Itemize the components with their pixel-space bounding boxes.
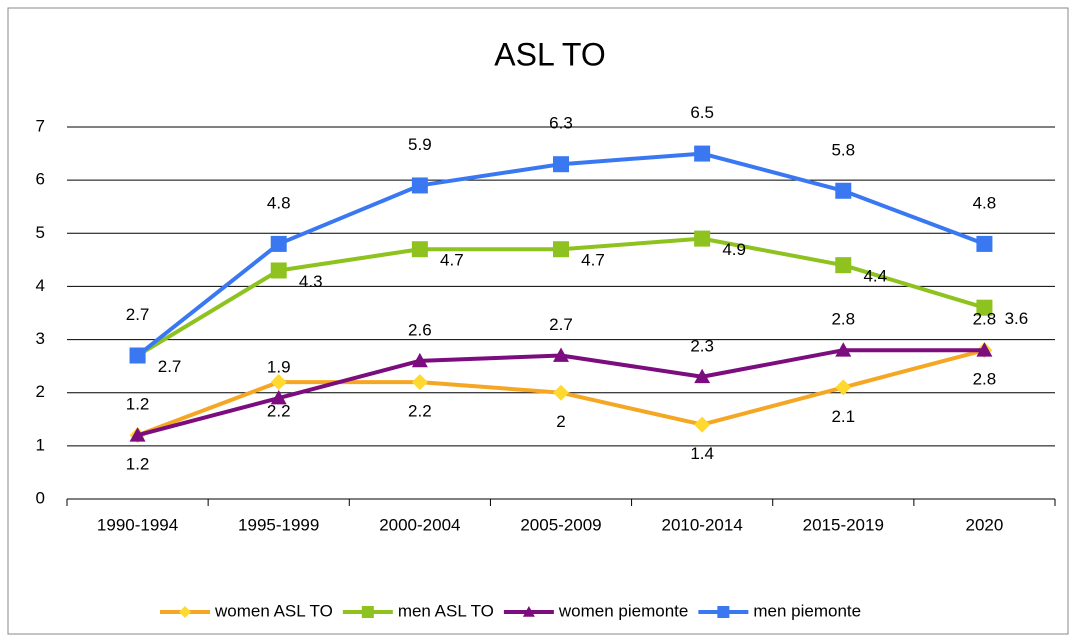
data-label: 4.8 xyxy=(267,193,291,212)
marker xyxy=(694,230,711,247)
x-tick-label: 2020 xyxy=(966,515,1004,534)
y-tick-label: 6 xyxy=(36,170,45,189)
data-label: 2.2 xyxy=(408,402,432,421)
marker xyxy=(976,342,993,357)
marker xyxy=(717,606,730,618)
y-tick-label: 0 xyxy=(36,488,45,507)
legend-label: women ASL TO xyxy=(214,601,333,620)
marker xyxy=(835,257,852,274)
marker xyxy=(270,262,287,279)
data-label: 2.7 xyxy=(549,315,573,334)
y-tick-label: 3 xyxy=(36,329,45,348)
y-tick-label: 4 xyxy=(36,276,45,295)
marker xyxy=(522,606,535,617)
marker xyxy=(694,368,711,384)
data-label: 4.9 xyxy=(722,240,746,259)
data-label: 6.3 xyxy=(549,114,573,133)
marker xyxy=(553,384,569,401)
chart-frame xyxy=(7,7,1069,635)
data-label: 5.8 xyxy=(831,140,855,159)
legend-label: women piemonte xyxy=(558,601,688,620)
marker xyxy=(411,177,428,194)
data-label: 1.4 xyxy=(690,444,714,463)
chart-title: ASL TO xyxy=(494,36,605,72)
marker xyxy=(835,342,852,357)
marker xyxy=(694,145,711,162)
data-label: 3.6 xyxy=(1005,309,1029,328)
data-label: 1.2 xyxy=(126,455,150,474)
marker xyxy=(411,352,428,368)
data-label: 4.3 xyxy=(299,272,323,291)
marker xyxy=(553,156,569,173)
marker xyxy=(976,299,993,316)
x-tick-label: 2015-2019 xyxy=(803,515,884,534)
x-tick-label: 2005-2009 xyxy=(520,515,601,534)
marker xyxy=(411,374,428,391)
y-tick-label: 7 xyxy=(36,116,45,135)
data-label: 1.2 xyxy=(126,395,150,414)
data-label: 5.9 xyxy=(408,135,432,154)
marker xyxy=(129,347,146,364)
data-label: 4.7 xyxy=(440,251,464,270)
marker xyxy=(553,241,569,258)
marker xyxy=(270,390,287,405)
data-label: 2 xyxy=(556,412,565,431)
marker xyxy=(179,606,191,618)
data-label: 4.4 xyxy=(863,267,887,286)
data-label: 2.7 xyxy=(158,357,182,376)
data-label: 6.5 xyxy=(690,103,714,122)
marker xyxy=(361,606,374,618)
legend-label: men piemonte xyxy=(753,601,861,620)
data-label: 2.8 xyxy=(831,310,855,329)
x-tick-label: 1995-1999 xyxy=(238,515,319,534)
data-label: 2.2 xyxy=(267,402,291,421)
marker xyxy=(835,379,852,396)
data-label: 2.3 xyxy=(690,336,714,355)
x-tick-label: 2000-2004 xyxy=(379,515,460,534)
y-tick-label: 5 xyxy=(36,223,45,242)
data-label: 2.1 xyxy=(831,407,855,426)
marker xyxy=(411,241,428,258)
y-tick-label: 1 xyxy=(36,435,45,454)
data-label: 2.8 xyxy=(973,370,997,389)
data-label: 2.8 xyxy=(973,310,997,329)
marker xyxy=(129,427,146,442)
marker xyxy=(270,235,287,252)
marker xyxy=(976,235,993,252)
marker xyxy=(553,347,569,362)
x-tick-label: 1990-1994 xyxy=(97,515,178,534)
data-label: 2.6 xyxy=(408,320,432,339)
y-tick-label: 2 xyxy=(36,382,45,401)
legend-label: men ASL TO xyxy=(398,601,494,620)
data-label: 1.9 xyxy=(267,358,291,377)
data-label: 2.7 xyxy=(126,305,150,324)
marker xyxy=(835,182,852,199)
marker xyxy=(270,374,287,391)
x-tick-label: 2010-2014 xyxy=(661,515,742,534)
data-label: 4.7 xyxy=(581,251,605,270)
data-label: 4.8 xyxy=(973,193,997,212)
marker xyxy=(694,416,711,433)
